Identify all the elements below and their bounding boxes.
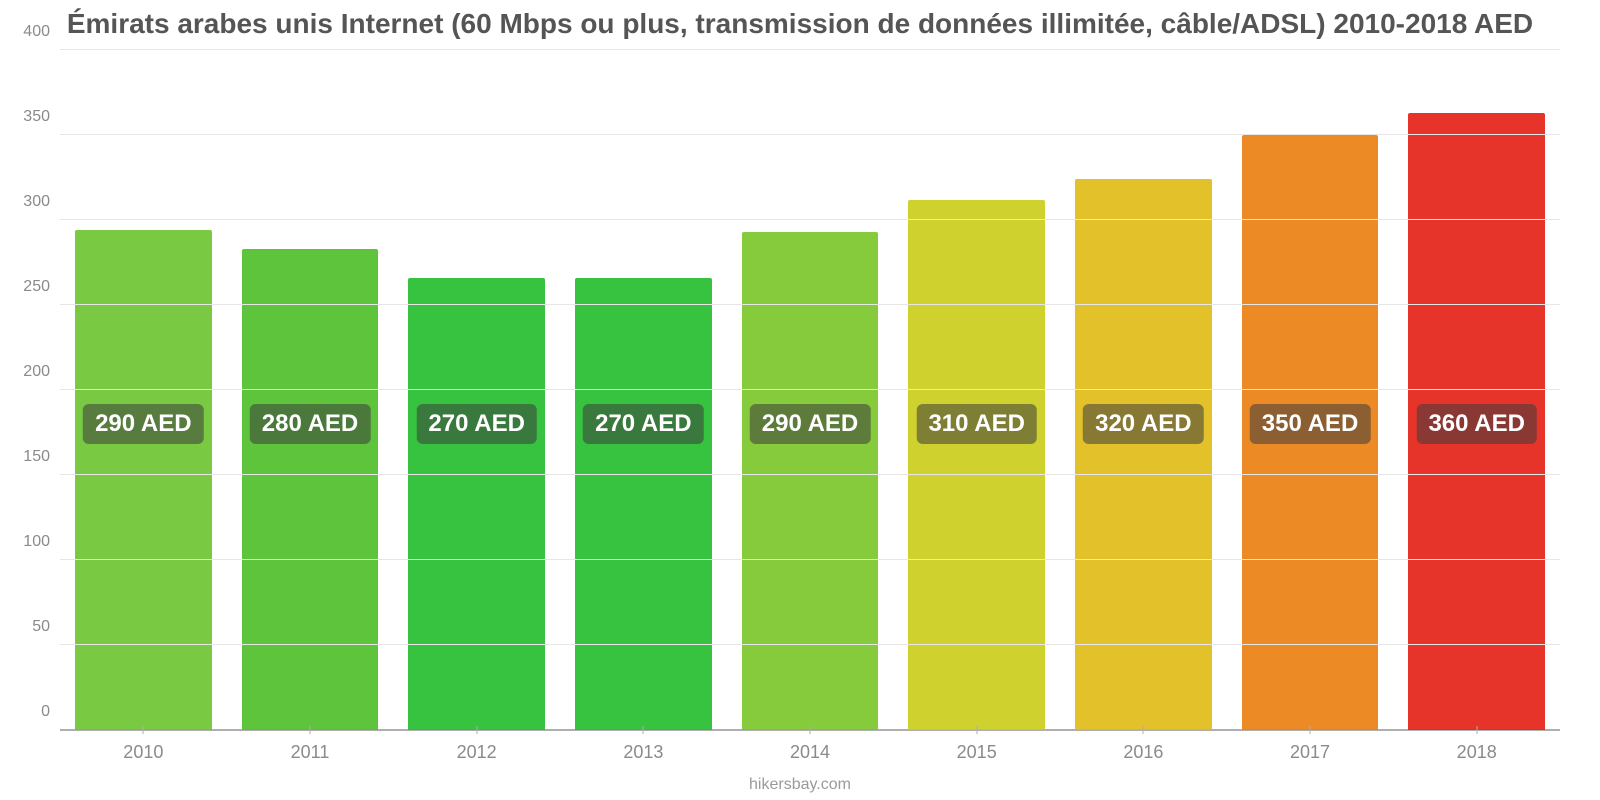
bar: 320 AED (1075, 179, 1212, 730)
source-label: hikersbay.com (0, 776, 1600, 794)
x-tick (1143, 726, 1144, 734)
bar-slot: 290 AED2014 (727, 50, 894, 730)
x-tick-label: 2015 (957, 742, 997, 763)
x-tick (143, 726, 144, 734)
value-badge: 350 AED (1250, 404, 1371, 444)
bar: 270 AED (575, 278, 712, 730)
y-tick-label: 250 (23, 278, 60, 296)
bar-slot: 270 AED2013 (560, 50, 727, 730)
value-badge: 290 AED (750, 404, 871, 444)
plot-area: 290 AED2010280 AED2011270 AED2012270 AED… (60, 50, 1560, 730)
chart-container: Émirats arabes unis Internet (60 Mbps ou… (0, 0, 1600, 800)
x-tick-label: 2018 (1457, 742, 1497, 763)
y-tick-label: 50 (32, 618, 60, 636)
x-tick (476, 726, 477, 734)
y-tick-label: 350 (23, 108, 60, 126)
grid-line (60, 474, 1560, 475)
grid-line (60, 389, 1560, 390)
x-tick (310, 726, 311, 734)
bar-slot: 320 AED2016 (1060, 50, 1227, 730)
grid-line (60, 304, 1560, 305)
value-badge: 290 AED (83, 404, 204, 444)
bar: 280 AED (242, 249, 379, 730)
bar: 360 AED (1408, 113, 1545, 730)
x-tick-label: 2012 (457, 742, 497, 763)
bar: 290 AED (742, 232, 879, 730)
y-tick-label: 400 (23, 23, 60, 41)
x-tick (976, 726, 977, 734)
value-badge: 360 AED (1416, 404, 1537, 444)
grid-line (60, 644, 1560, 645)
grid-line (60, 559, 1560, 560)
value-badge: 270 AED (583, 404, 704, 444)
bar-slot: 310 AED2015 (893, 50, 1060, 730)
x-tick (810, 726, 811, 734)
bar: 350 AED (1242, 135, 1379, 730)
y-tick-label: 100 (23, 533, 60, 551)
y-tick-label: 150 (23, 448, 60, 466)
grid-line (60, 219, 1560, 220)
bar-slot: 280 AED2011 (227, 50, 394, 730)
grid-line (60, 49, 1560, 50)
x-tick-label: 2013 (623, 742, 663, 763)
x-tick-label: 2016 (1123, 742, 1163, 763)
bars-group: 290 AED2010280 AED2011270 AED2012270 AED… (60, 50, 1560, 730)
y-tick-label: 200 (23, 363, 60, 381)
x-tick (643, 726, 644, 734)
bar-slot: 360 AED2018 (1393, 50, 1560, 730)
value-badge: 320 AED (1083, 404, 1204, 444)
x-tick-label: 2010 (123, 742, 163, 763)
y-tick-label: 0 (41, 703, 60, 721)
x-tick (1476, 726, 1477, 734)
x-tick-label: 2017 (1290, 742, 1330, 763)
x-tick-label: 2014 (790, 742, 830, 763)
bar: 270 AED (408, 278, 545, 730)
bar: 290 AED (75, 230, 212, 730)
bar-slot: 270 AED2012 (393, 50, 560, 730)
value-badge: 280 AED (250, 404, 371, 444)
value-badge: 270 AED (416, 404, 537, 444)
x-tick-label: 2011 (291, 742, 330, 763)
bar-slot: 350 AED2017 (1227, 50, 1394, 730)
grid-line (60, 134, 1560, 135)
value-badge: 310 AED (916, 404, 1037, 444)
y-tick-label: 300 (23, 193, 60, 211)
bar-slot: 290 AED2010 (60, 50, 227, 730)
bar: 310 AED (908, 200, 1045, 730)
chart-title: Émirats arabes unis Internet (60 Mbps ou… (0, 8, 1600, 40)
x-tick (1310, 726, 1311, 734)
